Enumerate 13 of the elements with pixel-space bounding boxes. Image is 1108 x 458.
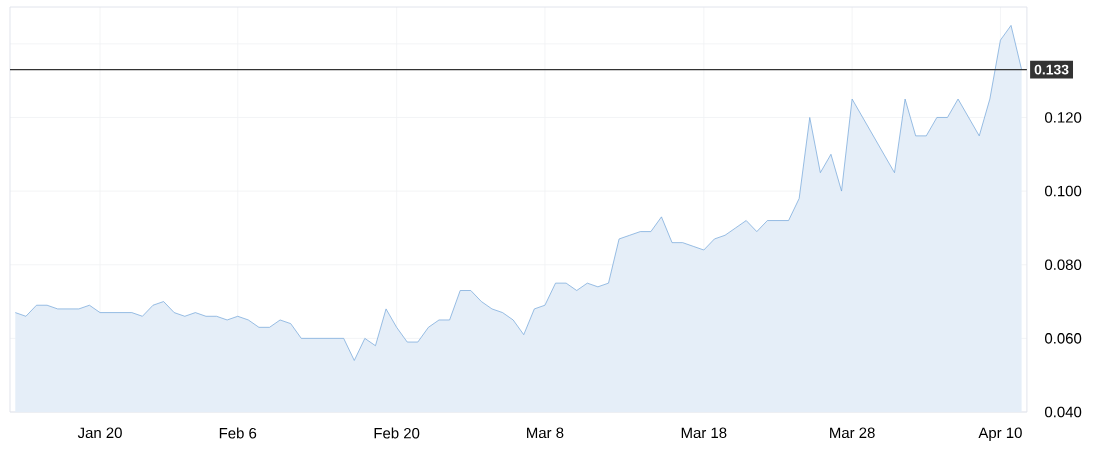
x-tick-label: Jan 20 [77,427,122,439]
x-tick-label: Mar 8 [527,427,564,439]
x-tick-label: Mar 18 [681,427,727,439]
ref-line-label: 0.133 [1034,64,1069,75]
y-tick-label: 0.120 [1045,112,1082,123]
y-tick-label: 0.040 [1045,406,1082,418]
y-tick-label: 0.060 [1045,333,1082,344]
y-tick-label: 0.100 [1045,185,1082,197]
x-tick-label: Feb 6 [219,427,257,439]
y-tick-label: 0.080 [1045,259,1082,271]
x-tick-label: Feb 20 [374,427,420,439]
x-tick-label: Mar 28 [830,427,875,439]
x-tick-label: Apr 10 [978,427,1022,442]
